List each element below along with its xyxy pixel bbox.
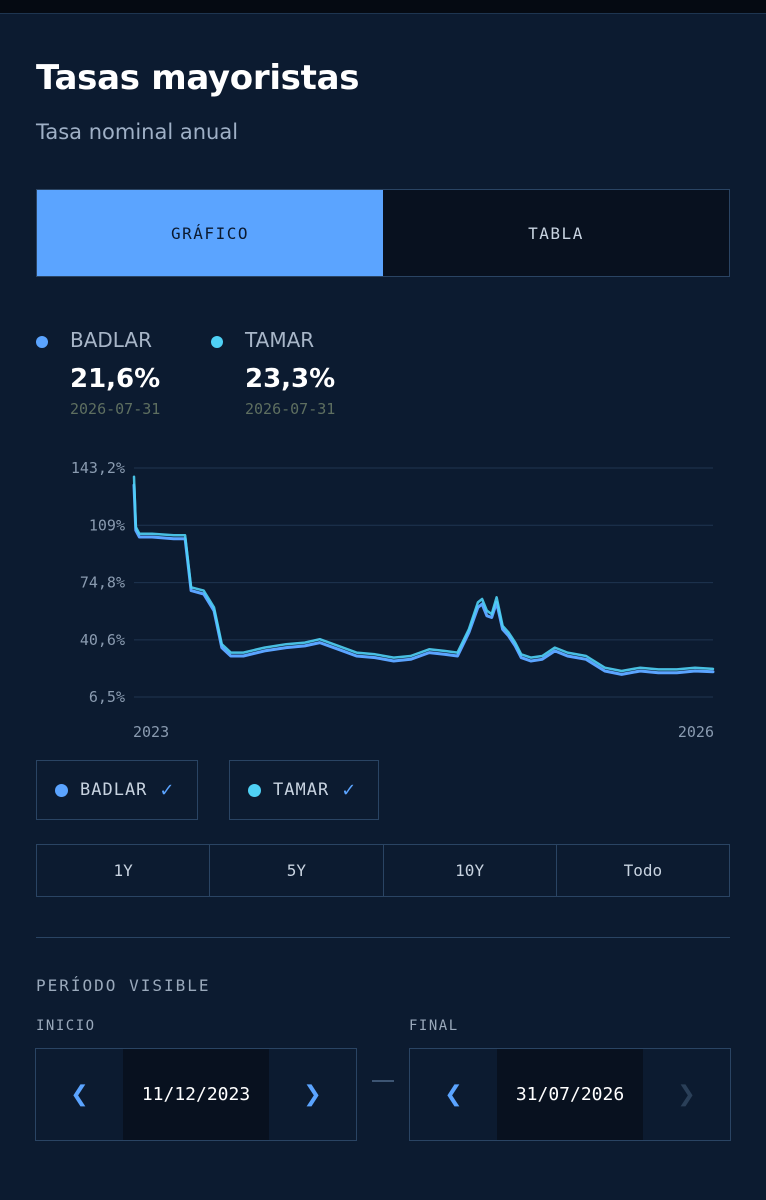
- range-dash: [372, 1080, 394, 1082]
- start-next-chevron-right-icon[interactable]: ❯: [303, 1082, 322, 1107]
- x-tick-label: 2023: [133, 723, 169, 741]
- check-icon: ✓: [159, 779, 175, 801]
- start-prev-chevron-left-icon[interactable]: ❮: [70, 1082, 89, 1107]
- range-5y[interactable]: 5Y: [210, 845, 384, 896]
- end-prev-chevron-left-icon[interactable]: ❮: [444, 1082, 463, 1107]
- tamar-toggle-dot-icon: [248, 783, 261, 797]
- start-date-value[interactable]: 11/12/2023: [123, 1049, 269, 1140]
- tab-grafico[interactable]: GRÁFICO: [37, 190, 383, 276]
- end-label: FINAL: [409, 1018, 459, 1034]
- toggle-tamar[interactable]: TAMAR ✓: [229, 760, 379, 820]
- divider: [36, 937, 730, 938]
- check-icon: ✓: [341, 779, 357, 801]
- y-tick-label: 40,6%: [80, 631, 125, 649]
- end-next-chevron-right-icon: ❯: [677, 1082, 696, 1107]
- toggle-badlar[interactable]: BADLAR ✓: [36, 760, 198, 820]
- page-subtitle: Tasa nominal anual: [36, 120, 239, 144]
- badlar-toggle-dot-icon: [55, 783, 68, 797]
- legend-tamar-value: 23,3%: [245, 364, 336, 394]
- legend-tamar-name: TAMAR: [245, 328, 315, 352]
- page-title: Tasas mayoristas: [36, 58, 360, 98]
- series-line-tamar: [132, 475, 715, 673]
- view-tabs: GRÁFICO TABLA: [36, 189, 730, 277]
- toggle-badlar-label: BADLAR: [80, 780, 148, 800]
- y-tick-label: 74,8%: [80, 574, 125, 592]
- series-line-badlar: [132, 483, 715, 676]
- top-bar: [0, 0, 766, 14]
- y-tick-label: 6,5%: [89, 688, 125, 706]
- y-tick-label: 109%: [89, 516, 125, 534]
- tamar-dot-icon: [211, 336, 223, 348]
- badlar-dot-icon: [36, 336, 48, 348]
- range-1y[interactable]: 1Y: [37, 845, 211, 896]
- y-tick-label: 143,2%: [71, 459, 125, 477]
- range-todo[interactable]: Todo: [623, 861, 663, 880]
- end-date-value[interactable]: 31/07/2026: [497, 1049, 643, 1140]
- period-section-label: PERÍODO VISIBLE: [36, 976, 211, 995]
- legend-badlar-date: 2026-07-31: [70, 400, 161, 418]
- rates-line-chart[interactable]: 143,2% 109% 74,8% 40,6% 6,5% 2023 2026: [0, 440, 766, 750]
- range-selector: 1Y 5Y 10Y Todo: [36, 844, 730, 897]
- legend-tamar-date: 2026-07-31: [245, 400, 336, 418]
- end-date-picker: ❮ 31/07/2026 ❯: [409, 1048, 731, 1141]
- tab-tabla[interactable]: TABLA: [383, 190, 729, 276]
- start-label: INICIO: [36, 1018, 96, 1034]
- legend-badlar-name: BADLAR: [70, 328, 152, 352]
- range-10y[interactable]: 10Y: [384, 845, 557, 896]
- legend-badlar-value: 21,6%: [70, 364, 161, 394]
- start-date-picker: ❮ 11/12/2023 ❯: [35, 1048, 357, 1141]
- toggle-tamar-label: TAMAR: [273, 780, 330, 800]
- x-tick-label: 2026: [678, 723, 714, 741]
